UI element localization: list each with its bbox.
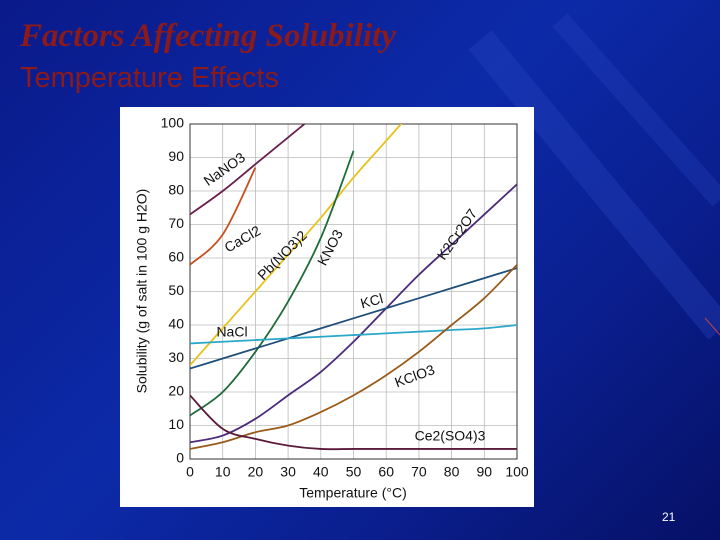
x-tick-label: 20 [248, 464, 264, 480]
y-tick-label: 70 [168, 215, 184, 231]
x-axis-label: Temperature (°C) [299, 485, 407, 501]
x-tick-label: 100 [505, 464, 529, 480]
y-tick-label: 30 [168, 349, 184, 365]
series-line [190, 183, 517, 444]
y-tick-label: 20 [168, 383, 184, 399]
series-label: Ce2(SO4)3 [415, 428, 486, 444]
streak [552, 13, 720, 207]
y-tick-label: 90 [168, 148, 184, 164]
slide-subtitle: Temperature Effects [20, 62, 279, 94]
y-tick-label: 10 [168, 416, 184, 432]
chart-panel [120, 107, 534, 507]
x-tick-label: 10 [215, 464, 231, 480]
y-tick-label: 40 [168, 316, 184, 332]
streak [704, 317, 720, 336]
series-line [190, 267, 517, 370]
x-tick-label: 40 [313, 464, 329, 480]
series-label: NaCl [216, 324, 247, 340]
series-line [190, 324, 517, 345]
series-line [190, 394, 517, 451]
x-tick-label: 90 [477, 464, 493, 480]
series-group [190, 124, 517, 451]
series-line [190, 124, 306, 216]
y-tick-label: 80 [168, 182, 184, 198]
y-tick-label: 60 [168, 249, 184, 265]
y-axis-label: Solubility (g of salt in 100 g H2O) [134, 189, 150, 394]
x-tick-label: 60 [378, 464, 394, 480]
x-tick-label: 0 [186, 464, 194, 480]
y-tick-label: 50 [168, 282, 184, 298]
x-tick-label: 30 [280, 464, 296, 480]
streak [468, 30, 720, 340]
series-line [190, 264, 517, 450]
series-line [190, 167, 257, 266]
series-line [190, 150, 355, 417]
y-tick-label: 0 [176, 450, 184, 466]
x-tick-label: 70 [411, 464, 427, 480]
page-number: 21 [662, 510, 676, 524]
series-label: KCl [359, 290, 385, 311]
x-tick-label: 80 [444, 464, 460, 480]
slide-title: Factors Affecting Solubility [20, 18, 396, 54]
x-tick-label: 50 [346, 464, 362, 480]
plot-frame [189, 123, 518, 460]
y-tick-label: 100 [161, 115, 185, 131]
series-line [190, 124, 403, 366]
